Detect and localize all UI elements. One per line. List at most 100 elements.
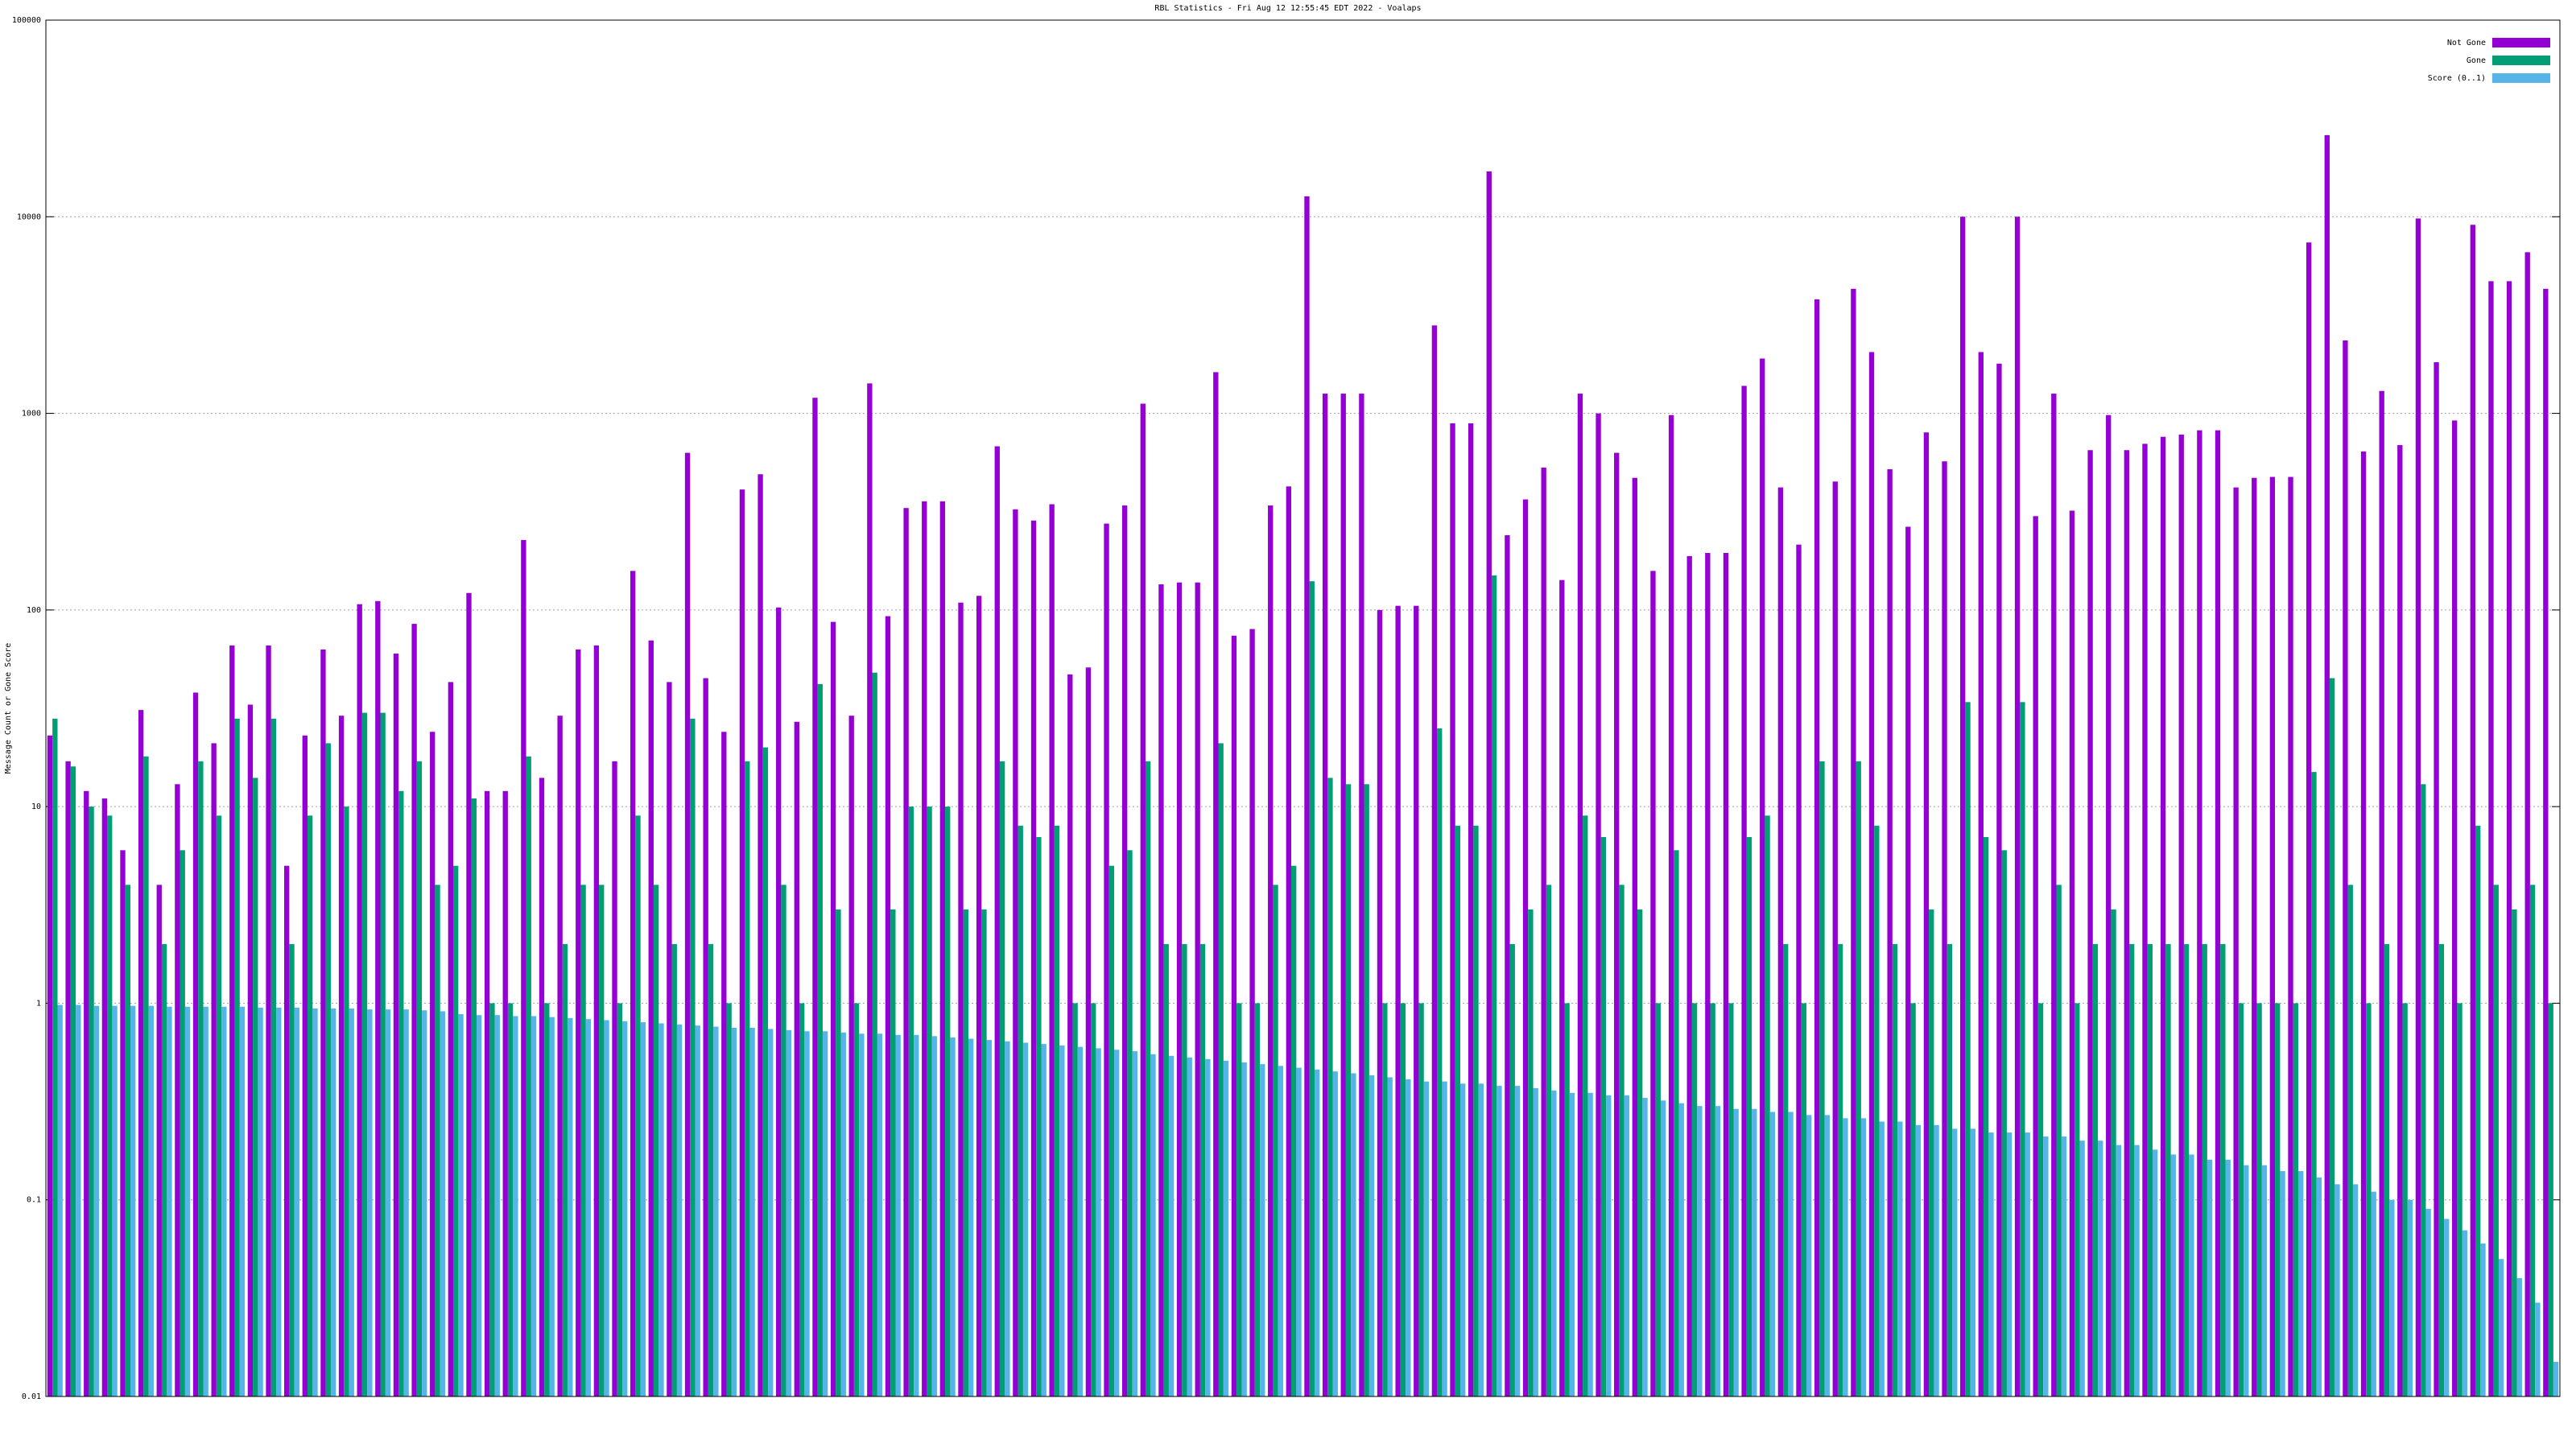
bar <box>1345 784 1352 1396</box>
bar <box>1843 1118 1848 1396</box>
bar <box>65 761 71 1396</box>
bar <box>1606 1095 1612 1396</box>
y-tick-label: 100000 <box>12 16 41 25</box>
bar <box>1819 761 1825 1396</box>
bar <box>539 778 545 1396</box>
bar <box>1455 825 1461 1396</box>
bar <box>1733 1108 1739 1396</box>
bar <box>130 1005 136 1396</box>
bar <box>1637 909 1643 1396</box>
bar <box>2444 1219 2450 1396</box>
bar <box>1041 1044 1046 1396</box>
bar <box>1085 667 1092 1396</box>
bar <box>1860 1118 1867 1396</box>
legend-label: Score (0..1) <box>2428 74 2486 83</box>
bar <box>1723 553 1729 1396</box>
bar <box>125 885 131 1396</box>
legend-label: Gone <box>2467 56 2486 65</box>
bar <box>931 1036 938 1396</box>
bar <box>676 1024 683 1396</box>
bar <box>684 452 691 1397</box>
bar <box>1387 1077 1393 1396</box>
bar <box>1327 778 1333 1396</box>
bar <box>526 756 531 1396</box>
bar <box>1377 609 1383 1396</box>
bar <box>2306 242 2312 1397</box>
bar <box>1486 171 1492 1396</box>
bar <box>781 885 786 1396</box>
bar <box>1765 815 1770 1396</box>
bar <box>1468 423 1474 1396</box>
bar <box>2178 434 2184 1396</box>
bar <box>2480 1243 2486 1396</box>
bar <box>890 909 896 1396</box>
bar <box>1551 1090 1557 1396</box>
bar <box>1254 1003 1261 1396</box>
bar <box>2170 1154 2176 1396</box>
bar <box>1624 1095 1630 1396</box>
bar <box>471 798 477 1396</box>
bar <box>2524 252 2530 1397</box>
bar <box>448 682 454 1396</box>
bar <box>2389 1199 2395 1396</box>
bar <box>958 602 964 1396</box>
bar <box>2384 943 2390 1396</box>
bar <box>1660 1100 1666 1396</box>
bar <box>1223 1060 1229 1396</box>
bar <box>822 1031 828 1396</box>
bar <box>1851 288 1856 1397</box>
bar <box>1187 1057 1192 1396</box>
bar <box>576 649 581 1396</box>
bar <box>1473 825 1479 1396</box>
bar <box>999 761 1005 1396</box>
bar <box>307 815 313 1396</box>
chart-title: RBL Statistics - Fri Aug 12 12:55:45 EDT… <box>1154 4 1421 13</box>
bar <box>2106 415 2112 1396</box>
bar <box>1199 943 1206 1396</box>
bar <box>239 1006 246 1396</box>
bar <box>2256 1003 2262 1396</box>
bar <box>604 1020 609 1396</box>
bar <box>963 909 969 1396</box>
bar <box>599 885 605 1396</box>
bar <box>2288 476 2293 1396</box>
bar <box>2352 1184 2359 1396</box>
bar <box>1514 1086 1521 1396</box>
bar <box>749 1027 755 1396</box>
bar <box>1351 1073 1356 1396</box>
bar <box>867 383 873 1396</box>
bar <box>1596 413 1601 1396</box>
bar <box>2129 943 2135 1396</box>
bar <box>1642 1098 1648 1396</box>
y-tick-label: 10000 <box>17 212 41 221</box>
bar <box>2160 436 2166 1396</box>
bar <box>1505 534 1510 1396</box>
bar <box>1533 1087 1538 1396</box>
bar <box>2069 510 2075 1396</box>
bar <box>2366 1003 2372 1396</box>
bar <box>1801 1003 1807 1396</box>
bar <box>1705 553 1711 1396</box>
bar <box>156 885 162 1396</box>
bar <box>2051 394 2057 1396</box>
y-tick-label: 0.01 <box>22 1392 41 1401</box>
bar <box>1892 943 1898 1396</box>
bar <box>1988 1132 1994 1396</box>
bar <box>2397 444 2403 1397</box>
legend-swatch <box>2492 38 2550 47</box>
bar <box>1054 825 1060 1396</box>
bar <box>2152 1149 2158 1396</box>
bar <box>2165 943 2171 1396</box>
bar <box>1769 1112 1776 1396</box>
bar <box>612 761 617 1396</box>
bar <box>521 539 526 1396</box>
bar <box>338 716 345 1396</box>
bar <box>1619 885 1624 1396</box>
bar <box>1509 943 1515 1396</box>
bar <box>1879 1121 1885 1396</box>
bar <box>398 790 404 1396</box>
bar <box>713 1026 719 1396</box>
bar <box>1868 352 1875 1396</box>
bar <box>2033 516 2038 1396</box>
legend-swatch <box>2492 73 2550 83</box>
